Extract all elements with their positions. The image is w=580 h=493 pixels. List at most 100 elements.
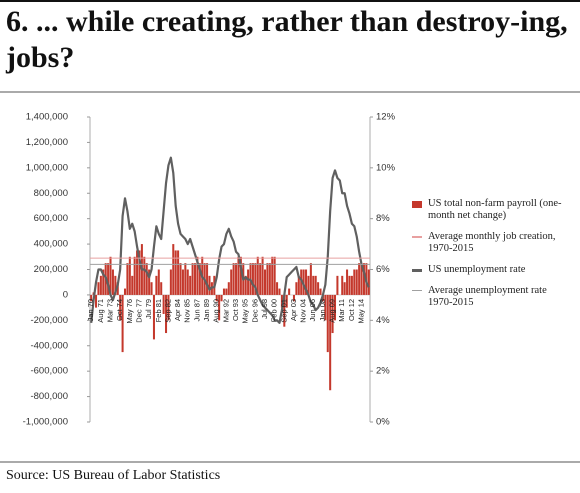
bar [206, 263, 209, 295]
x-tick-label: Sep 82 [163, 299, 172, 323]
bar [346, 269, 349, 295]
bar [196, 256, 199, 295]
bar [138, 250, 141, 295]
bar [109, 256, 112, 295]
x-tick-label: Feb 81 [154, 299, 163, 322]
source: Source: US Bureau of Labor Statistics [6, 468, 221, 483]
bar [247, 269, 250, 295]
legend-key [412, 201, 422, 208]
bar [263, 269, 267, 295]
bar [114, 275, 117, 295]
bar [348, 275, 351, 295]
chart-title: 6. ... while creating, rather than destr… [6, 5, 568, 74]
legend-item: US total non-farm payroll (one-month net… [412, 198, 572, 222]
bar [292, 294, 295, 302]
bar [208, 275, 211, 295]
bar [341, 275, 344, 295]
y2-tick-label: 12% [376, 112, 396, 123]
bar [312, 275, 315, 295]
x-tick-label: May 95 [241, 299, 250, 324]
y-tick-label: 600,000 [34, 213, 68, 224]
bar [157, 269, 160, 295]
bar [367, 269, 370, 295]
legend-key [412, 269, 422, 272]
bar [254, 263, 257, 295]
bar [276, 282, 279, 295]
x-tick-label: Oct 74 [115, 299, 124, 321]
bar [215, 294, 218, 302]
bar [162, 294, 165, 314]
bar [230, 269, 233, 295]
bar [172, 244, 175, 295]
x-tick-label: Mar 73 [106, 299, 115, 322]
legend-label: Average monthly job creation, 1970-2015 [428, 231, 556, 254]
x-tick-label: Jan 70 [86, 299, 95, 322]
bar [353, 269, 356, 295]
bar [95, 294, 98, 308]
x-tick-label: May 14 [357, 299, 366, 324]
y-tick-label: -400,000 [30, 340, 68, 351]
x-tick-label: Dec 96 [250, 299, 259, 323]
x-tick-label: Jun 06 [308, 299, 317, 322]
x-tick-label: Nov 85 [183, 299, 192, 323]
bar [307, 275, 310, 295]
x-tick-label: Apr 03 [289, 299, 298, 321]
bar [317, 282, 320, 295]
y-tick-label: 0 [63, 289, 68, 300]
x-tick-label: Jan 89 [202, 299, 211, 322]
bar [305, 269, 308, 295]
bar [331, 294, 334, 334]
y-tick-label: 1,000,000 [26, 162, 68, 173]
x-tick-label: Jul 79 [144, 299, 153, 319]
bar [186, 269, 189, 295]
y2-tick-label: 8% [376, 213, 390, 224]
bar [280, 294, 283, 308]
legend-label: US unemployment rate [428, 264, 526, 275]
y-tick-label: 1,200,000 [26, 137, 68, 148]
bar [152, 294, 155, 340]
bar [333, 294, 337, 321]
legend-item: Average unemployment rate 1970-2015 [412, 285, 572, 309]
bar [136, 250, 139, 295]
y-tick-label: -200,000 [30, 315, 68, 326]
bar [222, 288, 225, 295]
x-tick-label: Oct 12 [347, 299, 356, 321]
x-tick-label: Jul 98 [260, 299, 269, 319]
bar [362, 263, 365, 295]
bar [191, 263, 194, 295]
y2-tick-label: 6% [376, 264, 390, 275]
bar [251, 263, 254, 295]
x-tick-label: Nov 04 [299, 299, 308, 323]
bar [285, 294, 288, 308]
bar [268, 263, 271, 295]
bar [90, 294, 93, 302]
y-tick-label: 1,400,000 [26, 112, 68, 123]
bar [343, 282, 346, 295]
bar [336, 275, 339, 295]
x-tick-label: Mar 92 [221, 299, 230, 322]
bar [358, 263, 361, 295]
bar [169, 269, 172, 295]
bar [181, 269, 184, 295]
y2-tick-label: 0% [376, 417, 390, 428]
bar [99, 275, 102, 295]
bar [218, 294, 221, 321]
bar [145, 263, 148, 295]
y2-tick-label: 2% [376, 366, 390, 377]
x-tick-label: Feb 00 [270, 299, 279, 322]
bar [350, 275, 353, 295]
y-tick-label: 200,000 [34, 264, 68, 275]
bar [235, 263, 238, 295]
x-tick-label: Dec 77 [134, 299, 143, 323]
x-tick-label: Jun 87 [192, 299, 201, 322]
bar [111, 269, 114, 295]
bar [165, 294, 168, 334]
line [90, 156, 370, 324]
y-tick-label: -600,000 [30, 366, 68, 377]
legend-label: Average unemployment rate 1970-2015 [428, 285, 547, 308]
bar [237, 256, 240, 295]
bar [314, 275, 317, 295]
y-tick-label: 400,000 [34, 239, 68, 250]
bar [360, 263, 363, 295]
